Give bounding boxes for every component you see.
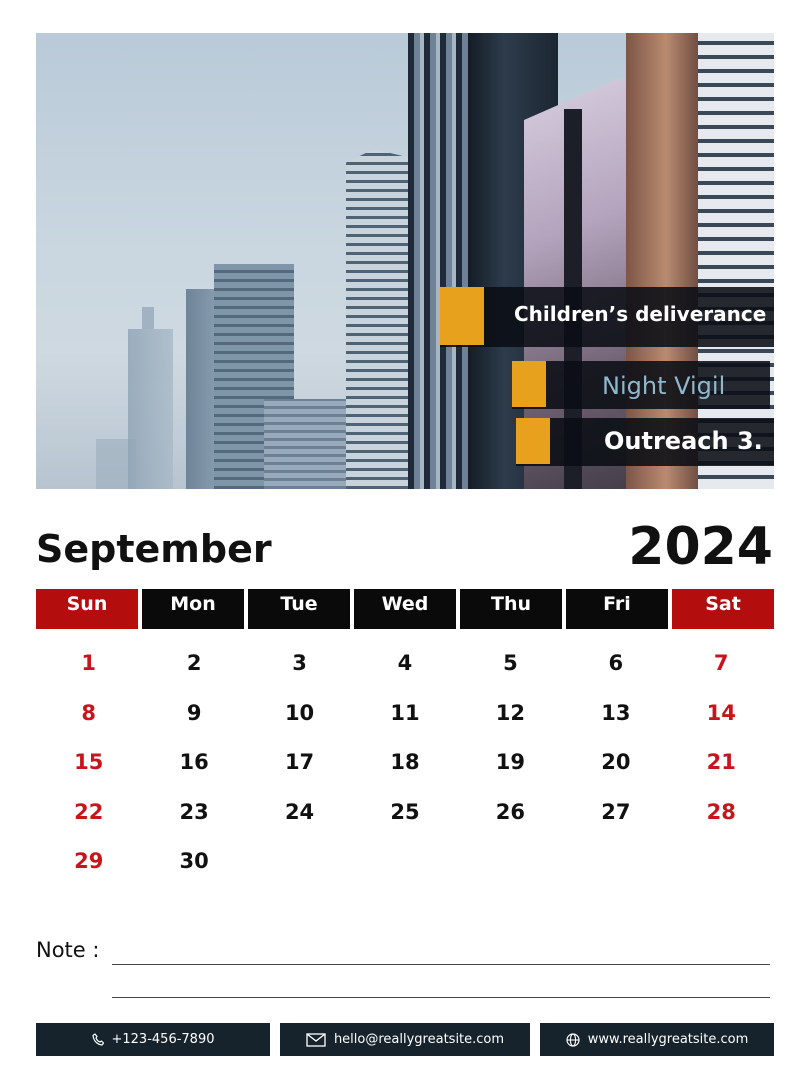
event-banner-outreach: Outreach 3. <box>516 418 774 466</box>
day-cell: 12 <box>495 700 526 725</box>
event-banner-childrens-deliverance: Children’s deliverance <box>440 287 774 347</box>
event-label: Children’s deliverance <box>514 302 767 326</box>
day-cell: 23 <box>179 799 209 824</box>
week-row: 8 9 10 11 12 13 14 <box>36 692 774 742</box>
day-cell: 8 <box>81 700 97 725</box>
weekday-mon: Mon <box>142 589 244 629</box>
building <box>408 33 478 489</box>
day-cell: 14 <box>706 700 736 725</box>
weekday-thu: Thu <box>460 589 562 629</box>
day-cell <box>247 840 352 890</box>
weekday-sun: Sun <box>36 589 138 629</box>
day-cell: 13 <box>601 700 631 725</box>
copper-tower <box>626 33 706 489</box>
phone-number: +123-456-7890 <box>111 1032 215 1047</box>
week-row: 1 2 3 4 5 6 7 <box>36 642 774 692</box>
note-line[interactable] <box>112 964 770 965</box>
white-tower <box>698 33 774 489</box>
day-cell: 10 <box>284 700 315 725</box>
week-row: 29 30 <box>36 840 774 890</box>
event-marker <box>512 361 546 407</box>
building-far-tower <box>128 307 173 489</box>
phone-contact[interactable]: +123-456-7890 <box>36 1023 270 1056</box>
day-cell <box>458 840 563 890</box>
day-cell: 5 <box>503 651 518 675</box>
day-cell: 22 <box>74 799 104 824</box>
day-cell <box>563 840 668 890</box>
website-url: www.reallygreatsite.com <box>587 1032 749 1047</box>
day-cell: 30 <box>179 849 209 873</box>
event-label: Night Vigil <box>602 372 726 400</box>
globe-icon <box>566 1032 580 1047</box>
day-cell: 24 <box>284 799 315 824</box>
envelope-icon <box>306 1032 326 1047</box>
week-row: 15 16 17 18 19 20 21 <box>36 741 774 791</box>
day-cell: 29 <box>74 849 104 873</box>
day-cell: 19 <box>495 750 526 774</box>
event-marker <box>516 418 550 464</box>
day-cell <box>669 840 774 890</box>
day-cell: 11 <box>390 700 420 725</box>
email-address: hello@reallygreatsite.com <box>333 1032 505 1047</box>
phone-icon <box>91 1033 104 1046</box>
day-cell: 25 <box>390 799 420 824</box>
day-cell: 6 <box>608 651 624 675</box>
weekday-tue: Tue <box>248 589 350 629</box>
day-cell: 17 <box>284 750 315 774</box>
building <box>264 399 354 489</box>
weekday-sat: Sat <box>672 589 774 629</box>
weekday-wed: Wed <box>354 589 456 629</box>
building <box>346 149 416 489</box>
calendar-grid: 1 2 3 4 5 6 7 8 9 10 11 12 13 14 15 16 1… <box>36 642 774 890</box>
website-contact[interactable]: www.reallygreatsite.com <box>540 1023 774 1056</box>
month-title: September <box>36 527 272 571</box>
weekday-fri: Fri <box>566 589 668 629</box>
day-cell: 16 <box>179 750 209 774</box>
day-cell: 2 <box>186 651 202 675</box>
note-line[interactable] <box>112 997 770 998</box>
day-cell: 9 <box>186 700 202 725</box>
day-cell: 7 <box>713 651 729 675</box>
email-contact[interactable]: hello@reallygreatsite.com <box>280 1023 530 1056</box>
day-cell: 20 <box>601 750 631 774</box>
event-banner-night-vigil: Night Vigil <box>512 361 770 409</box>
day-cell: 26 <box>495 799 526 824</box>
day-cell: 28 <box>706 799 736 824</box>
day-cell: 21 <box>706 750 736 774</box>
day-cell: 18 <box>390 750 420 774</box>
event-marker <box>440 287 484 345</box>
day-cell: 27 <box>601 799 631 824</box>
day-cell: 1 <box>81 651 97 675</box>
year-title: 2024 <box>628 517 773 577</box>
week-row: 22 23 24 25 26 27 28 <box>36 791 774 841</box>
day-cell <box>352 840 457 890</box>
day-cell: 3 <box>292 651 307 675</box>
day-cell: 15 <box>74 750 104 774</box>
day-cell: 4 <box>397 651 413 675</box>
weekday-header: Sun Mon Tue Wed Thu Fri Sat <box>36 589 774 629</box>
note-label: Note : <box>36 938 100 962</box>
event-label: Outreach 3. <box>604 427 763 455</box>
